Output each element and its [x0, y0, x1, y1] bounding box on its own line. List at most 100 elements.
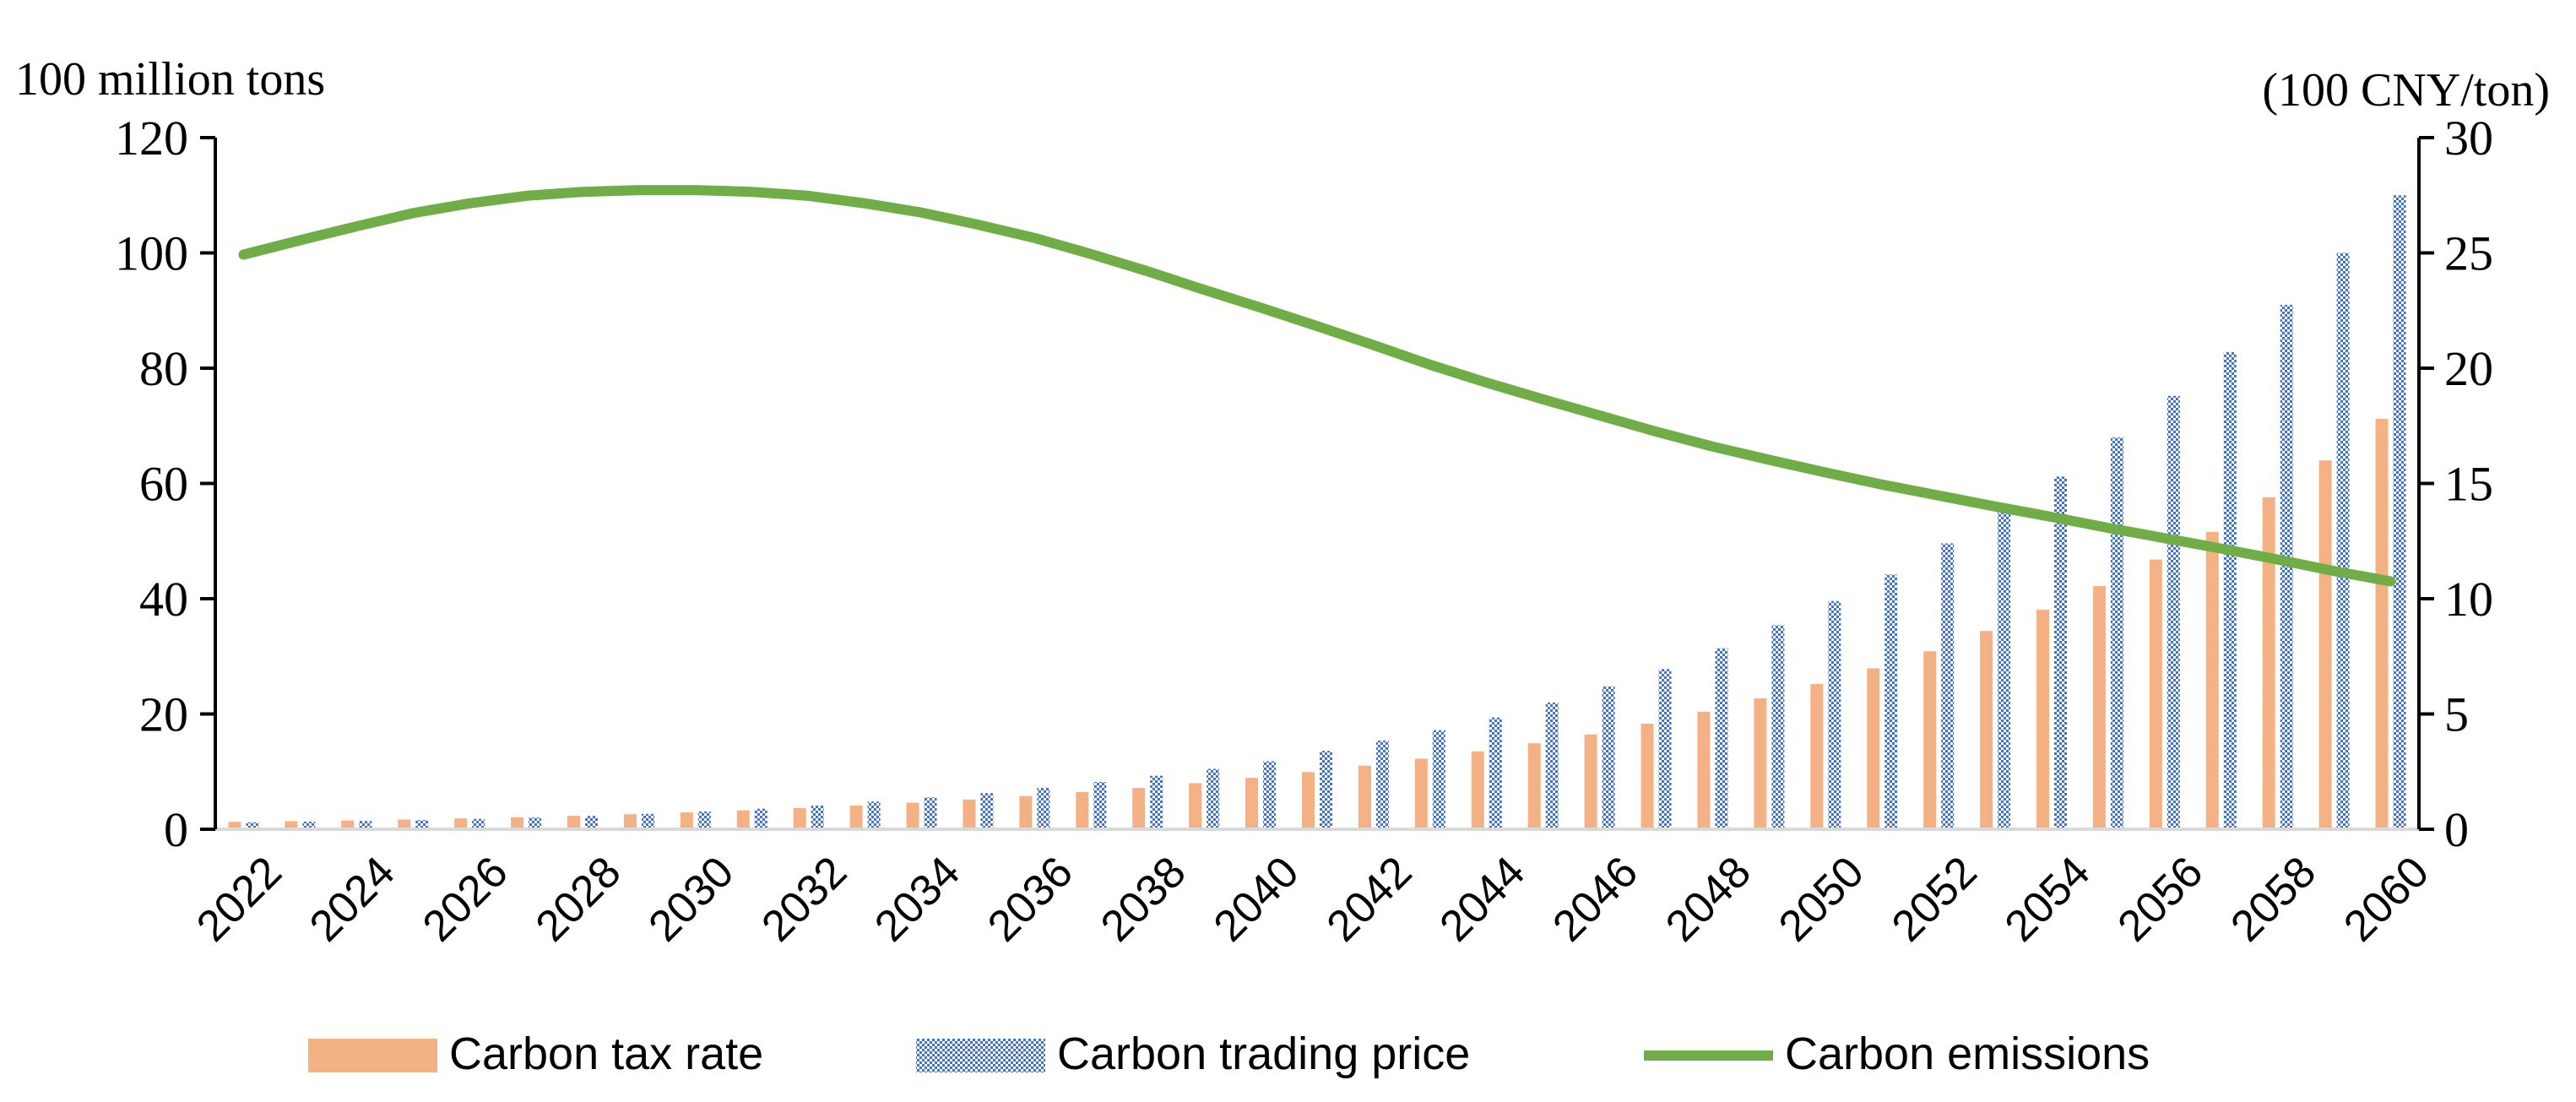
bar-carbon-tax-rate	[2262, 497, 2275, 829]
bars-layer	[228, 195, 2406, 829]
y-right-tick-label: 15	[2444, 457, 2493, 512]
bar-carbon-trading-price	[1998, 508, 2011, 829]
bar-carbon-trading-price	[924, 797, 937, 829]
legend-swatch-carbon-tax-rate	[308, 1039, 437, 1072]
x-tick-label: 2060	[2335, 847, 2438, 951]
legend-label-carbon-trading-price: Carbon trading price	[1057, 1029, 1470, 1079]
y-left-tick-label: 0	[164, 802, 188, 857]
bar-carbon-trading-price	[415, 820, 429, 829]
bar-carbon-trading-price	[2054, 476, 2067, 829]
axes-layer	[214, 138, 2421, 831]
bar-carbon-tax-rate	[2205, 531, 2219, 829]
bar-carbon-trading-price	[2110, 437, 2123, 829]
bar-carbon-trading-price	[2280, 304, 2293, 829]
bar-carbon-tax-rate	[567, 816, 580, 829]
x-tick-label: 2050	[1770, 847, 1874, 951]
bar-carbon-tax-rate	[511, 817, 524, 829]
bar-carbon-tax-rate	[680, 812, 693, 829]
bar-carbon-trading-price	[1885, 574, 1898, 829]
y-left-tick-label: 40	[139, 572, 188, 627]
y-left-tick-label: 60	[139, 457, 188, 512]
y-right-tick-label: 0	[2444, 802, 2469, 857]
bar-carbon-tax-rate	[1867, 668, 1880, 829]
bar-carbon-trading-price	[1375, 740, 1389, 829]
x-tick-label: 2054	[1996, 847, 2100, 951]
bar-carbon-tax-rate	[623, 814, 637, 829]
bar-carbon-trading-price	[1489, 717, 1502, 829]
x-tick-label: 2044	[1430, 847, 1534, 951]
bar-carbon-trading-price	[2223, 351, 2237, 829]
bar-carbon-trading-price	[1545, 702, 1559, 829]
bar-carbon-tax-rate	[1358, 765, 1371, 829]
bar-carbon-tax-rate	[1132, 788, 1146, 829]
x-tick-label: 2052	[1883, 847, 1987, 951]
bar-carbon-tax-rate	[1527, 743, 1541, 829]
bar-carbon-tax-rate	[736, 810, 750, 829]
legend-swatch-carbon-trading-price	[916, 1039, 1045, 1072]
legend: Carbon tax rate Carbon trading price Car…	[308, 1029, 2150, 1079]
legend-label-carbon-emissions: Carbon emissions	[1785, 1029, 2150, 1079]
bar-carbon-trading-price	[2336, 252, 2350, 829]
x-tick-label: 2038	[1092, 847, 1196, 951]
bar-carbon-tax-rate	[1471, 751, 1484, 829]
bar-carbon-trading-price	[472, 818, 485, 829]
legend-label-carbon-tax-rate: Carbon tax rate	[449, 1029, 763, 1079]
line-carbon-emissions	[238, 185, 2396, 587]
bar-carbon-tax-rate	[963, 799, 976, 829]
y-right-tick-label: 20	[2444, 341, 2493, 396]
bar-carbon-trading-price	[1263, 761, 1277, 829]
y-right-tick-label: 25	[2444, 226, 2493, 281]
bar-carbon-tax-rate	[2092, 585, 2106, 829]
y-left-tick-label: 120	[115, 111, 188, 166]
x-tick-label: 2042	[1318, 847, 1422, 951]
y-left-tick-label: 20	[139, 687, 188, 742]
x-tick-label: 2046	[1543, 847, 1647, 951]
y-right-tick-label: 30	[2444, 111, 2493, 166]
line-layer	[238, 185, 2396, 587]
bar-carbon-trading-price	[1715, 648, 1728, 829]
bar-carbon-trading-price	[246, 822, 259, 829]
x-tick-label: 2058	[2221, 847, 2325, 951]
bar-carbon-trading-price	[2393, 195, 2406, 829]
x-tick-label: 2034	[865, 847, 969, 951]
bar-carbon-trading-price	[529, 817, 542, 829]
bar-carbon-tax-rate	[2036, 610, 2049, 829]
bar-carbon-tax-rate	[285, 821, 298, 829]
bar-carbon-trading-price	[1771, 625, 1785, 829]
bar-carbon-tax-rate	[1980, 631, 1993, 829]
y-left-axis-title: 100 million tons	[15, 53, 325, 106]
bar-carbon-tax-rate	[398, 819, 411, 829]
bar-carbon-tax-rate	[1245, 778, 1259, 829]
bar-carbon-trading-price	[302, 821, 316, 829]
bar-carbon-tax-rate	[2149, 559, 2162, 829]
bar-carbon-tax-rate	[1076, 792, 1089, 829]
bar-carbon-tax-rate	[1302, 772, 1315, 829]
bar-carbon-trading-price	[980, 793, 994, 829]
bar-carbon-trading-price	[697, 811, 711, 829]
bar-carbon-tax-rate	[2318, 460, 2332, 829]
bar-carbon-trading-price	[359, 821, 372, 829]
bar-carbon-trading-price	[754, 808, 767, 829]
bar-carbon-tax-rate	[1810, 684, 1824, 829]
bar-carbon-trading-price	[1828, 600, 1841, 829]
bar-carbon-tax-rate	[1584, 734, 1597, 829]
x-tick-label: 2036	[979, 847, 1082, 951]
bar-carbon-trading-price	[1207, 768, 1220, 829]
x-tick-label: 2024	[301, 847, 404, 951]
bar-carbon-tax-rate	[2375, 419, 2389, 829]
bar-carbon-trading-price	[1658, 669, 1672, 829]
bar-carbon-tax-rate	[1754, 698, 1767, 829]
x-tick-label: 2028	[527, 847, 631, 951]
bar-carbon-tax-rate	[341, 820, 355, 829]
bar-carbon-trading-price	[641, 813, 654, 829]
bar-carbon-trading-price	[1320, 751, 1332, 829]
bar-carbon-trading-price	[867, 801, 881, 829]
y-right-tick-label: 10	[2444, 572, 2493, 627]
bar-carbon-tax-rate	[1189, 783, 1202, 829]
bar-carbon-tax-rate	[454, 818, 468, 829]
bar-carbon-trading-price	[1941, 543, 1955, 829]
bar-carbon-tax-rate	[228, 822, 241, 829]
x-tick-label: 2048	[1657, 847, 1760, 951]
bar-carbon-tax-rate	[793, 807, 806, 829]
